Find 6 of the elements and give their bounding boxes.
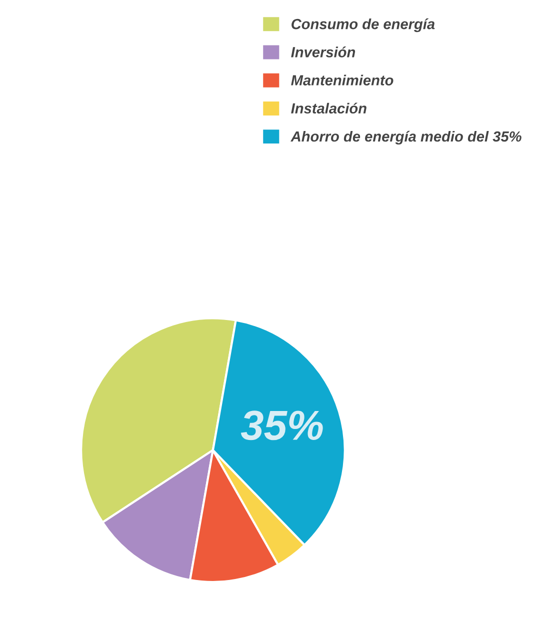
legend-label: Inversión	[291, 46, 356, 58]
legend-label: Ahorro de energía medio del 35%	[290, 130, 522, 145]
legend-label: Instalación	[291, 102, 366, 114]
legend-label: Mantenimiento	[291, 74, 394, 86]
legend-label: Consumo de energía	[292, 18, 435, 32]
data-label: 35%	[240, 410, 323, 440]
